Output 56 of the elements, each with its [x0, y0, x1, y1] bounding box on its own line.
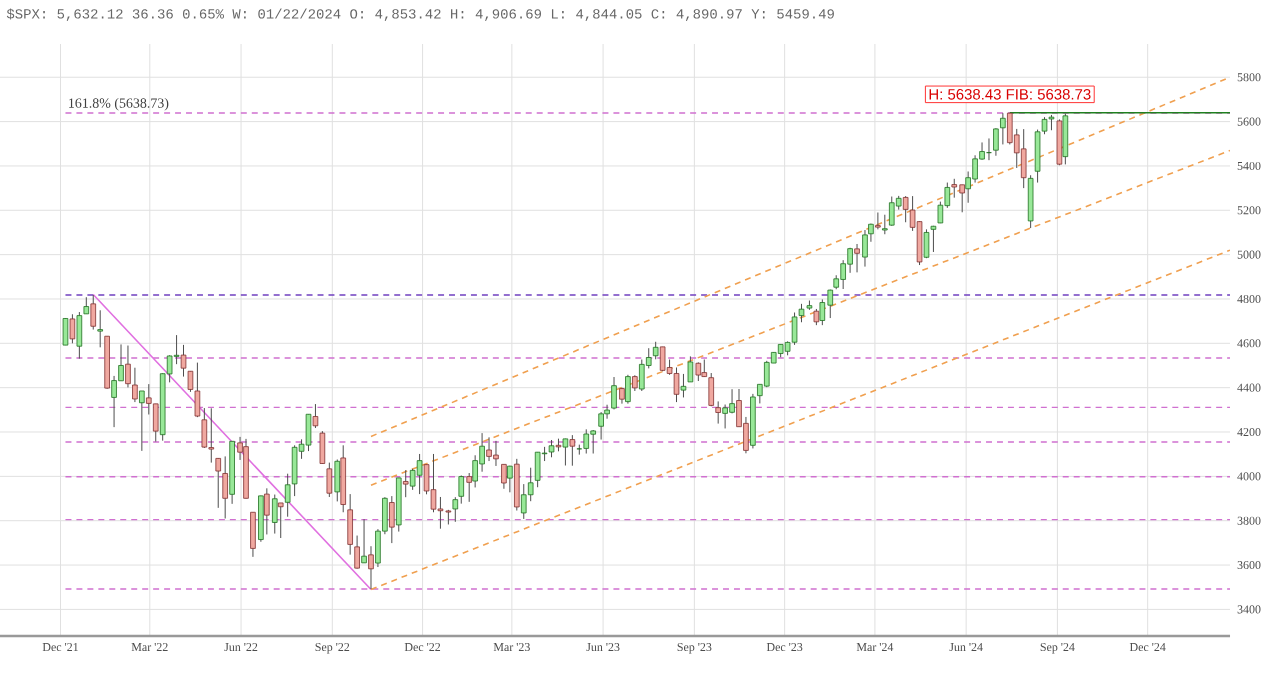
candlestick [715, 400, 721, 425]
candlestick [583, 428, 590, 455]
candlestick [194, 362, 201, 418]
candlestick [395, 477, 402, 533]
candlestick [69, 313, 76, 344]
candlestick [76, 311, 83, 360]
candlestick [888, 196, 895, 227]
candlestick [361, 518, 367, 564]
candlestick [90, 294, 97, 331]
candlestick [402, 469, 409, 498]
candlestick [250, 511, 256, 558]
candlestick [875, 212, 881, 230]
candlestick [458, 474, 465, 505]
candlestick [764, 360, 770, 388]
candlestick [569, 434, 576, 467]
candlestick [486, 436, 492, 462]
candlestick [791, 312, 798, 346]
candlestick [62, 317, 69, 346]
candlestick [862, 229, 868, 268]
candlestick [258, 495, 264, 543]
candlestick [312, 403, 319, 429]
candlestick [625, 374, 631, 405]
candlestick [152, 403, 159, 443]
candlestick [1000, 112, 1006, 145]
candlestick [1062, 113, 1069, 165]
candlestick [326, 462, 333, 498]
candlestick [598, 411, 604, 441]
candlestick [673, 366, 680, 403]
candlestick [708, 372, 715, 407]
candlestick [902, 195, 909, 223]
candlestick [514, 458, 520, 511]
candlestick [930, 225, 937, 253]
candlestick [722, 404, 728, 429]
candlestick [1056, 118, 1063, 166]
candlestick [222, 455, 228, 519]
candlestick [854, 243, 860, 273]
candlestick [882, 214, 888, 235]
candlestick [334, 459, 341, 502]
candlestick [695, 361, 702, 382]
candlestick [501, 463, 507, 490]
candlestick [590, 429, 596, 455]
candlestick [264, 487, 270, 535]
candlestick [659, 346, 666, 372]
candlestick [827, 289, 834, 319]
candlestick [507, 465, 513, 493]
candlestick [562, 438, 569, 466]
candlestick [923, 228, 930, 259]
candlestick [389, 495, 395, 544]
candlestick [319, 430, 326, 465]
candlestick [493, 440, 499, 467]
candlestick [208, 407, 215, 464]
candlestick [271, 494, 278, 535]
candlestick [291, 444, 298, 497]
candlestick [534, 451, 541, 488]
candlestick [416, 453, 423, 495]
candlestick [201, 407, 208, 449]
